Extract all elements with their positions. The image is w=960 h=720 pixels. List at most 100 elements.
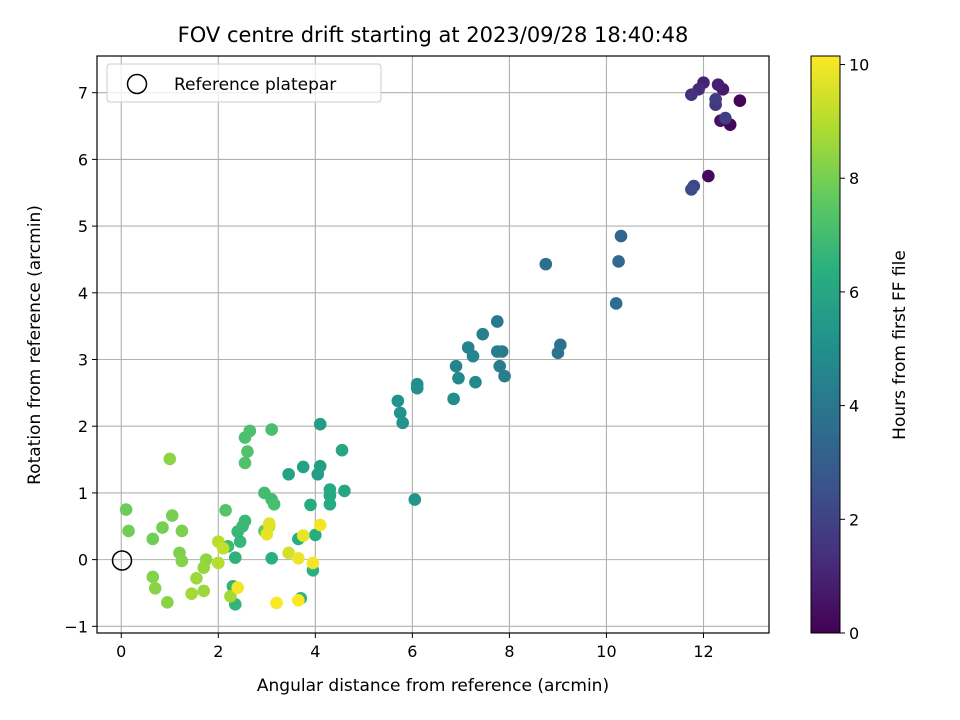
grid-lines xyxy=(97,56,769,633)
scatter-point xyxy=(238,514,252,528)
scatter-point xyxy=(498,369,511,383)
scatter-point xyxy=(490,345,504,358)
reference-platepar-marker xyxy=(111,550,133,571)
scatter-point xyxy=(231,581,245,594)
scatter-point xyxy=(685,88,698,101)
scatter-point xyxy=(296,529,310,542)
scatter-point xyxy=(292,551,305,565)
plot-frame xyxy=(96,55,770,634)
y-tick-label: 2 xyxy=(78,417,88,436)
scatter-point xyxy=(711,78,725,91)
scatter-point xyxy=(612,255,625,268)
scatter-point xyxy=(265,423,278,436)
y-axis-ticks: −1 0 1 2 3 4 5 6 7 xyxy=(64,84,97,636)
scatter-point xyxy=(719,111,732,125)
scatter-point xyxy=(260,527,274,541)
scatter-point xyxy=(313,417,327,431)
y-tick-label: 5 xyxy=(78,217,88,236)
scatter-point xyxy=(219,503,232,517)
y-tick-label: −1 xyxy=(64,617,88,636)
scatter-point xyxy=(410,381,424,395)
scatter-point xyxy=(609,297,623,310)
data-points xyxy=(119,76,747,611)
scatter-point xyxy=(185,587,198,600)
scatter-point xyxy=(338,484,351,498)
scatter-point xyxy=(156,521,169,534)
scatter-point xyxy=(469,375,482,389)
scatter-point xyxy=(282,546,295,560)
scatter-point xyxy=(449,359,463,373)
scatter-point xyxy=(493,359,507,373)
y-tick-label: 3 xyxy=(78,351,88,370)
scatter-point xyxy=(228,551,242,564)
colorbar: 0 2 4 6 8 10 Hours from first FF file xyxy=(810,55,910,643)
y-axis-label: Rotation from reference (arcmin) xyxy=(25,205,45,485)
scatter-point xyxy=(551,346,565,360)
scatter-point xyxy=(452,371,465,385)
scatter-point xyxy=(224,590,237,603)
scatter-point xyxy=(165,509,179,522)
scatter-point xyxy=(146,532,160,546)
scatter-point xyxy=(685,183,698,196)
chart-title: FOV centre drift starting at 2023/09/28 … xyxy=(178,23,689,47)
y-tick-label: 0 xyxy=(78,551,88,570)
scatter-point xyxy=(175,554,189,568)
scatter-point xyxy=(267,497,281,511)
scatter-point xyxy=(233,535,247,548)
x-tick-label: 0 xyxy=(116,642,126,661)
scatter-point xyxy=(335,443,349,457)
scatter-point xyxy=(396,416,409,430)
colorbar-tick-label: 10 xyxy=(849,56,869,75)
y-tick-label: 4 xyxy=(78,284,88,303)
scatter-point xyxy=(163,452,177,466)
x-tick-label: 10 xyxy=(596,642,616,661)
scatter-point xyxy=(292,594,305,607)
scatter-point xyxy=(323,497,337,511)
scatter-point xyxy=(122,524,135,538)
legend-box xyxy=(106,63,382,103)
scatter-point xyxy=(282,467,295,481)
legend-entry-label: Reference platepar xyxy=(174,75,336,95)
colorbar-ticks: 0 2 4 6 8 10 xyxy=(840,56,869,643)
y-tick-label: 1 xyxy=(78,484,88,503)
scatter-point xyxy=(393,406,407,420)
x-tick-label: 4 xyxy=(310,642,320,661)
colorbar-tick-label: 0 xyxy=(849,624,859,643)
scatter-point xyxy=(197,584,211,598)
y-tick-label: 7 xyxy=(78,84,88,103)
scatter-point xyxy=(238,456,252,470)
colorbar-label: Hours from first FF file xyxy=(890,250,910,440)
y-tick-label: 6 xyxy=(78,150,88,169)
scatter-point xyxy=(148,582,162,595)
scatter-point xyxy=(313,518,327,532)
scatter-point xyxy=(119,503,133,516)
x-axis-ticks: 0 2 4 6 8 10 12 xyxy=(116,633,714,661)
x-tick-label: 6 xyxy=(407,642,417,661)
scatter-point xyxy=(733,94,747,107)
scatter-point xyxy=(466,349,480,363)
scatter-point xyxy=(311,467,325,481)
scatter-point xyxy=(175,524,189,538)
scatter-point xyxy=(262,517,276,530)
scatter-point xyxy=(211,556,225,570)
x-axis-label: Angular distance from reference (arcmin) xyxy=(257,676,609,696)
scatter-point xyxy=(323,489,337,502)
scatter-point xyxy=(238,431,252,444)
scatter-point xyxy=(408,493,422,506)
scatter-point xyxy=(190,572,203,585)
colorbar-tick-label: 4 xyxy=(849,397,859,416)
scatter-point xyxy=(709,93,722,106)
scatter-point xyxy=(539,257,553,271)
scatter-point xyxy=(476,327,490,341)
scatter-point xyxy=(304,498,317,512)
colorbar-gradient xyxy=(810,55,841,634)
legend-reference-icon xyxy=(126,73,148,95)
x-tick-label: 2 xyxy=(213,642,223,661)
legend: Reference platepar xyxy=(106,63,382,103)
x-tick-label: 8 xyxy=(504,642,514,661)
scatter-point xyxy=(270,596,283,610)
scatter-point xyxy=(161,596,174,609)
scatter-point xyxy=(216,541,230,555)
scatter-point xyxy=(391,394,405,408)
